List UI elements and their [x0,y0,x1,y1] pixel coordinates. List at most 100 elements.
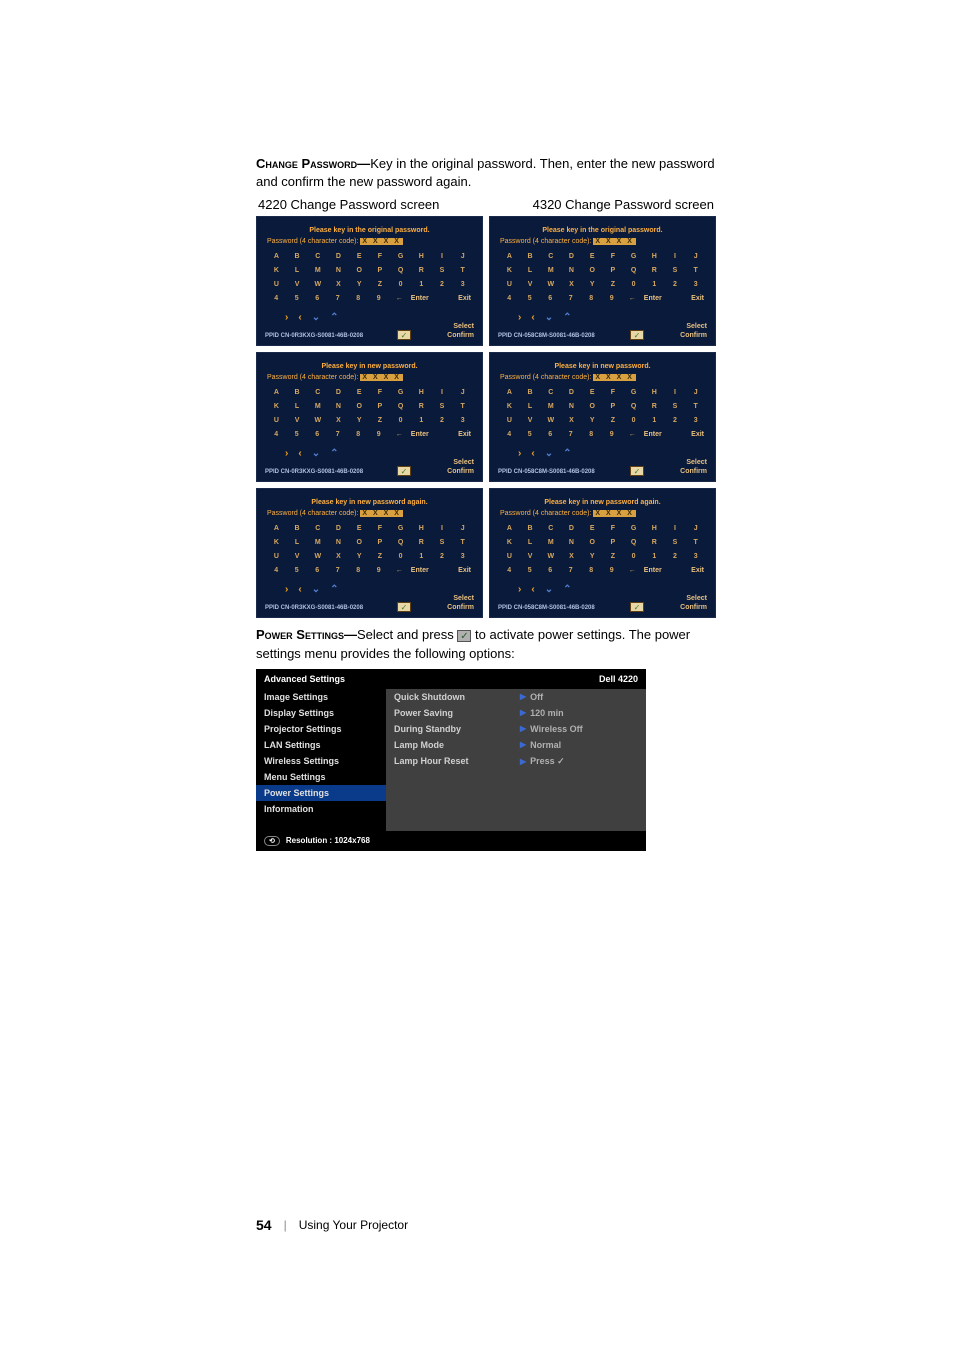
kb-key[interactable]: U [499,415,520,426]
kb-key[interactable]: Q [623,265,644,276]
kb-key[interactable]: Y [582,551,603,562]
kb-key[interactable]: 5 [520,429,541,440]
arrow-left-icon[interactable]: ‹ [531,448,534,459]
kb-key[interactable]: 7 [561,429,582,440]
kb-key[interactable]: 2 [432,415,453,426]
kb-key[interactable]: W [307,415,328,426]
kb-key[interactable]: N [328,265,349,276]
kb-confirm-check-icon[interactable]: ✓ [397,330,411,340]
adv-mid-item[interactable]: Lamp Mode [386,737,516,753]
kb-key[interactable]: 3 [452,551,473,562]
kb-confirm-check-icon[interactable]: ✓ [397,602,411,612]
kb-key[interactable]: 3 [452,279,473,290]
kb-key[interactable]: L [520,401,541,412]
arrow-down-icon[interactable]: ⌄ [545,312,553,323]
kb-key[interactable]: Z [603,415,624,426]
arrow-right-icon[interactable]: › [285,448,288,459]
adv-left-item[interactable]: LAN Settings [256,737,386,753]
kb-key[interactable]: N [561,537,582,548]
kb-key[interactable]: V [520,279,541,290]
kb-key[interactable]: Exit [684,293,707,304]
kb-key[interactable]: H [644,387,665,398]
kb-key[interactable]: K [266,401,287,412]
kb-key[interactable]: 7 [328,429,349,440]
kb-key[interactable]: 4 [266,429,287,440]
kb-key[interactable]: R [644,537,665,548]
arrow-down-icon[interactable]: ⌄ [545,448,553,459]
kb-key[interactable]: K [499,537,520,548]
kb-key[interactable]: S [665,265,686,276]
arrow-right-icon[interactable]: › [285,312,288,323]
adv-right-item[interactable]: ▶120 min [516,705,646,721]
kb-key[interactable] [663,293,684,304]
kb-key[interactable]: K [499,265,520,276]
kb-key[interactable]: S [432,265,453,276]
kb-key[interactable]: J [452,387,473,398]
kb-key[interactable]: 4 [499,565,520,576]
kb-key[interactable]: F [370,523,391,534]
kb-key[interactable]: 6 [540,565,561,576]
kb-key[interactable]: Q [390,401,411,412]
adv-right-item[interactable]: ▶Normal [516,737,646,753]
arrow-left-icon[interactable]: ‹ [298,448,301,459]
kb-key[interactable]: 0 [623,551,644,562]
kb-key[interactable]: T [685,265,706,276]
kb-key[interactable]: 4 [499,429,520,440]
kb-key[interactable]: 1 [411,279,432,290]
kb-key[interactable]: G [390,523,411,534]
kb-key[interactable]: S [665,537,686,548]
kb-key[interactable]: T [452,401,473,412]
kb-key[interactable]: ← [622,565,643,576]
kb-key[interactable]: O [349,265,370,276]
arrow-down-icon[interactable]: ⌄ [312,584,320,595]
kb-key[interactable]: H [644,523,665,534]
kb-key[interactable]: Z [603,279,624,290]
kb-key[interactable]: M [540,401,561,412]
adv-left-item[interactable]: Image Settings [256,689,386,705]
kb-key[interactable]: O [349,401,370,412]
kb-key[interactable]: P [603,401,624,412]
adv-left-item[interactable]: Menu Settings [256,769,386,785]
kb-key[interactable]: F [370,251,391,262]
kb-confirm-check-icon[interactable]: ✓ [630,602,644,612]
kb-key[interactable]: D [561,523,582,534]
kb-key[interactable]: I [432,523,453,534]
arrow-down-icon[interactable]: ⌄ [312,312,320,323]
kb-key[interactable]: Exit [451,565,474,576]
kb-key[interactable]: I [665,251,686,262]
kb-key[interactable]: O [582,537,603,548]
kb-key[interactable]: R [411,401,432,412]
kb-key[interactable]: V [287,551,308,562]
kb-key[interactable]: P [603,537,624,548]
kb-confirm-check-icon[interactable]: ✓ [397,466,411,476]
kb-key[interactable]: 9 [602,293,623,304]
kb-key[interactable]: J [685,387,706,398]
kb-key[interactable]: Enter [410,293,431,304]
kb-key[interactable]: H [411,387,432,398]
kb-key[interactable]: 3 [685,279,706,290]
kb-key[interactable]: H [411,523,432,534]
kb-key[interactable]: 8 [581,293,602,304]
kb-key[interactable]: B [520,251,541,262]
kb-key[interactable]: X [561,551,582,562]
kb-key[interactable]: 7 [328,293,349,304]
adv-mid-item[interactable]: Quick Shutdown [386,689,516,705]
kb-key[interactable]: Q [623,401,644,412]
kb-key[interactable]: C [540,387,561,398]
kb-key[interactable]: O [349,537,370,548]
arrow-up-icon[interactable]: ⌃ [330,584,338,595]
kb-key[interactable]: Z [370,551,391,562]
kb-key[interactable]: Exit [451,429,474,440]
kb-key[interactable]: 9 [369,293,390,304]
kb-key[interactable]: 3 [685,551,706,562]
kb-key[interactable]: 4 [266,293,287,304]
kb-key[interactable] [663,429,684,440]
adv-left-item[interactable]: Wireless Settings [256,753,386,769]
kb-key[interactable]: 8 [581,565,602,576]
kb-key[interactable]: G [623,387,644,398]
kb-key[interactable]: Enter [410,565,431,576]
kb-key[interactable]: 4 [266,565,287,576]
kb-key[interactable]: D [328,251,349,262]
kb-key[interactable]: K [499,401,520,412]
kb-key[interactable]: I [432,251,453,262]
